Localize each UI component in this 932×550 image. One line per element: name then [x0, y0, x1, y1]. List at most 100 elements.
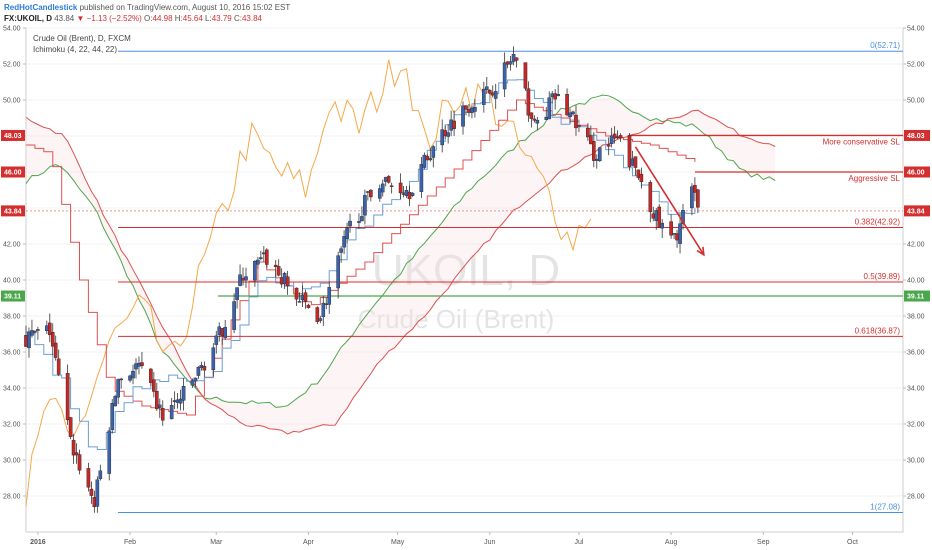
- candle-body: [342, 236, 346, 248]
- candle-body: [152, 379, 156, 392]
- candle-body: [345, 227, 349, 239]
- y-tick-label-left: 52.00: [3, 62, 21, 69]
- high-label: H:: [174, 14, 183, 23]
- candle-body: [422, 154, 427, 168]
- candle-body: [318, 318, 323, 321]
- y-tick-label-left: 38.00: [3, 314, 21, 321]
- price-tag-right: [904, 129, 930, 141]
- candle-body: [95, 479, 100, 507]
- candle-body: [315, 307, 320, 322]
- candle-body: [565, 94, 569, 116]
- y-tick-label-right: 54.00: [907, 26, 925, 33]
- candle-body: [244, 276, 248, 281]
- candle-body: [65, 373, 70, 421]
- low-value: 43.79: [211, 14, 232, 23]
- candle-body: [446, 132, 450, 137]
- candle-body: [47, 322, 52, 336]
- candle-body: [24, 334, 28, 347]
- x-tick-label: Sep: [757, 539, 770, 546]
- candle-body: [398, 182, 403, 194]
- candle-body: [404, 190, 409, 196]
- x-tick-label: May: [391, 539, 405, 546]
- x-tick-label: Oct: [847, 539, 858, 546]
- candle-body: [256, 259, 260, 265]
- candle-body: [639, 173, 644, 182]
- candle-body: [193, 377, 198, 382]
- candle-body: [98, 470, 103, 480]
- projection-arrow-line: [634, 146, 705, 256]
- fib-level-label: 0(52.71): [870, 41, 900, 50]
- candle-body: [377, 188, 382, 199]
- candle-body: [589, 135, 593, 145]
- candle-body: [50, 332, 55, 347]
- y-tick-label-right: 30.00: [907, 458, 925, 465]
- candle-body: [511, 54, 516, 62]
- price-tag-left: [1, 166, 25, 178]
- candle-body: [190, 380, 195, 386]
- candle-body: [92, 497, 97, 508]
- candle-body: [618, 135, 623, 139]
- candle-body: [300, 294, 305, 301]
- candle-body: [574, 114, 578, 129]
- candle-body: [493, 91, 498, 99]
- candle-body: [169, 405, 174, 420]
- candle-body: [172, 400, 177, 403]
- candle-body: [669, 221, 673, 236]
- candle-body: [553, 93, 557, 100]
- candle-body: [360, 216, 364, 222]
- open-label: O:: [144, 14, 153, 23]
- x-tick-label: Mar: [210, 539, 223, 546]
- chikou-span-line: [25, 59, 592, 507]
- stop-loss-label: Aggressive SL: [848, 174, 900, 183]
- candle-body: [407, 192, 412, 200]
- candle-body: [134, 363, 138, 370]
- candle-body: [357, 221, 361, 223]
- price-tag-left: [1, 290, 25, 302]
- candle-body: [220, 328, 225, 337]
- candle-body: [131, 370, 135, 379]
- candle-body: [577, 125, 581, 127]
- candle-body: [461, 105, 465, 127]
- high-value: 45.64: [182, 14, 203, 23]
- candle-body: [615, 136, 620, 138]
- candle-body: [502, 62, 507, 90]
- candle-body: [484, 86, 489, 91]
- candle-body: [660, 222, 664, 229]
- ohlc-line: FX:UKOIL, D 43.84 ▼ −1.13 (−2.52%) O:44.…: [4, 13, 928, 24]
- y-tick-label-right: 38.00: [907, 314, 925, 321]
- candle-body: [568, 112, 572, 118]
- candle-body: [681, 210, 685, 224]
- candle-body: [678, 223, 682, 244]
- candle-body: [279, 277, 284, 285]
- candle-body: [672, 233, 676, 235]
- y-tick-label-right: 36.00: [907, 350, 925, 357]
- symbol-label[interactable]: FX:UKOIL, D: [4, 14, 52, 23]
- candle-body: [253, 261, 257, 281]
- candle-body: [369, 189, 373, 198]
- candle-body: [303, 292, 308, 302]
- price-tag-left-label: 43.84: [4, 208, 22, 215]
- stop-loss-label: More conservative SL: [823, 137, 901, 146]
- y-tick-label-left: 36.00: [3, 350, 21, 357]
- candle-body: [571, 111, 575, 115]
- candle-body: [285, 276, 290, 287]
- candle-body: [45, 325, 49, 331]
- watermark-symbol: UKOIL, D: [372, 246, 560, 295]
- watermark-name: Crude Oil (Brent): [358, 304, 555, 334]
- candle-body: [116, 379, 120, 398]
- candle-body: [490, 92, 495, 96]
- candle-body: [440, 129, 445, 146]
- candle-body: [544, 116, 549, 120]
- candle-body: [214, 335, 219, 345]
- candle-body: [532, 118, 537, 121]
- y-tick-label-right: 40.00: [907, 278, 925, 285]
- author-link[interactable]: RedHotCandlestick: [4, 3, 78, 12]
- price-tag-left: [1, 129, 25, 141]
- price-tag-right-label: 46.00: [907, 170, 925, 177]
- candle-body: [294, 287, 299, 300]
- candle-body: [586, 127, 590, 138]
- publish-info: published on TradingView.com, August 10,…: [79, 3, 291, 12]
- candle-body: [383, 177, 388, 182]
- candle-body: [306, 304, 311, 308]
